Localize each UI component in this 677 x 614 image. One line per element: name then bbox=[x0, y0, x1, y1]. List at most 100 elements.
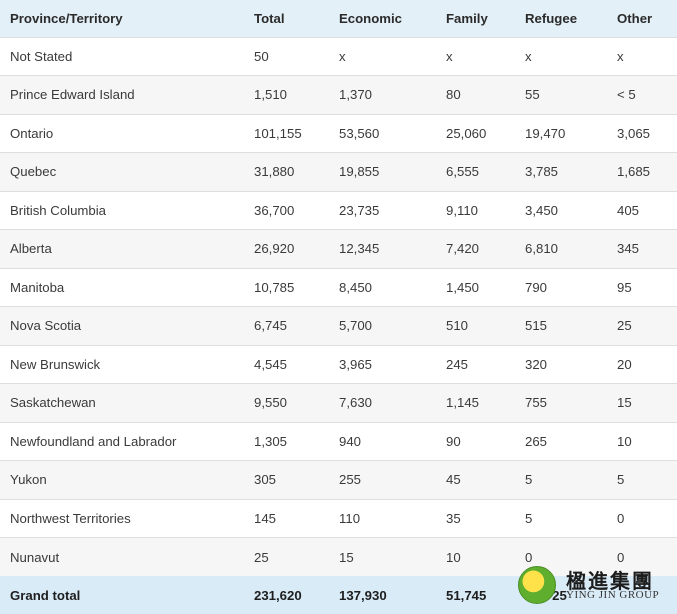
cell-province: Nova Scotia bbox=[10, 318, 82, 334]
cell-total: 26,920 bbox=[254, 241, 295, 257]
cell-family: 510 bbox=[446, 318, 469, 334]
cell-province: Northwest Territories bbox=[10, 510, 131, 526]
ying-jin-logo-icon bbox=[518, 566, 556, 604]
watermark-chinese-text: 楹進集團 bbox=[566, 569, 654, 593]
table-row: Yukon 305 255 45 5 5 bbox=[0, 460, 677, 499]
cell-refugee: x bbox=[525, 48, 532, 64]
table-row: Prince Edward Island 1,510 1,370 80 55 < 5 bbox=[0, 75, 677, 114]
grand-total-total: 231,620 bbox=[254, 587, 302, 603]
cell-other: 3,065 bbox=[617, 125, 651, 141]
cell-economic: 1,370 bbox=[339, 87, 373, 103]
cell-family: 7,420 bbox=[446, 241, 480, 257]
cell-family: 90 bbox=[446, 433, 461, 449]
table-body: Not Stated 50 x x x x Prince Edward Island 1,51… bbox=[0, 37, 677, 576]
table-row: Newfoundland and Labrador 1,305 940 90 265 10 bbox=[0, 422, 677, 461]
cell-refugee: 755 bbox=[525, 395, 548, 411]
cell-refugee: 19,470 bbox=[525, 125, 566, 141]
cell-province: Alberta bbox=[10, 241, 52, 257]
cell-refugee: 6,810 bbox=[525, 241, 559, 257]
cell-family: 25,060 bbox=[446, 125, 487, 141]
cell-economic: 15 bbox=[339, 549, 354, 565]
cell-other: 405 bbox=[617, 202, 640, 218]
cell-province: Manitoba bbox=[10, 279, 65, 295]
table-row: British Columbia 36,700 23,735 9,110 3,450 40… bbox=[0, 191, 677, 230]
cell-total: 36,700 bbox=[254, 202, 295, 218]
cell-total: 9,550 bbox=[254, 395, 288, 411]
cell-economic: 110 bbox=[339, 510, 361, 526]
cell-total: 4,545 bbox=[254, 356, 288, 372]
cell-total: 31,880 bbox=[254, 164, 295, 180]
table-row: New Brunswick 4,545 3,965 245 320 20 bbox=[0, 345, 677, 384]
cell-economic: 940 bbox=[339, 433, 362, 449]
cell-total: 1,510 bbox=[254, 87, 288, 103]
table-row: Nunavut 25 15 10 0 0 bbox=[0, 537, 677, 576]
table-row: Ontario 101,155 53,560 25,060 19,470 3,065 bbox=[0, 114, 677, 153]
cell-province: British Columbia bbox=[10, 202, 107, 218]
table-row: Alberta 26,920 12,345 7,420 6,810 345 bbox=[0, 229, 677, 268]
header-economic: Economic bbox=[339, 10, 403, 26]
cell-refugee: 320 bbox=[525, 356, 548, 372]
cell-family: 245 bbox=[446, 356, 469, 372]
header-other: Other bbox=[617, 10, 653, 26]
cell-economic: 8,450 bbox=[339, 279, 373, 295]
table-header-row: Province/Territory Total Economic Family… bbox=[0, 0, 677, 37]
table-row: Not Stated 50 x x x x bbox=[0, 37, 677, 76]
cell-economic: 3,965 bbox=[339, 356, 373, 372]
cell-family: 10 bbox=[446, 549, 461, 565]
header-total: Total bbox=[254, 10, 285, 26]
cell-province: Ontario bbox=[10, 125, 54, 141]
cell-total: 10,785 bbox=[254, 279, 295, 295]
cell-economic: 7,630 bbox=[339, 395, 373, 411]
cell-other: 1,685 bbox=[617, 164, 651, 180]
table-row: Manitoba 10,785 8,450 1,450 790 95 bbox=[0, 268, 677, 307]
cell-other: 0 bbox=[617, 549, 625, 565]
cell-economic: 19,855 bbox=[339, 164, 380, 180]
cell-refugee: 55 bbox=[525, 87, 540, 103]
cell-family: 35 bbox=[446, 510, 461, 526]
grand-total-family: 51,745 bbox=[446, 587, 487, 603]
table-row: Nova Scotia 6,745 5,700 510 515 25 bbox=[0, 306, 677, 345]
cell-family: 1,145 bbox=[446, 395, 480, 411]
cell-refugee: 0 bbox=[525, 549, 533, 565]
cell-province: Not Stated bbox=[10, 48, 73, 64]
table-row: Quebec 31,880 19,855 6,555 3,785 1,685 bbox=[0, 152, 677, 191]
cell-refugee: 265 bbox=[525, 433, 548, 449]
watermark-logo: 楹進集團 YING JIN GROUP bbox=[514, 565, 674, 605]
cell-refugee: 790 bbox=[525, 279, 548, 295]
table-row: Saskatchewan 9,550 7,630 1,145 755 15 bbox=[0, 383, 677, 422]
cell-province: Yukon bbox=[10, 472, 47, 488]
cell-other: 25 bbox=[617, 318, 632, 334]
grand-total-economic: 137,930 bbox=[339, 587, 387, 603]
grand-total-row: Grand total 231,620 137,930 51,745 3?,?2… bbox=[0, 576, 677, 614]
header-family: Family bbox=[446, 10, 488, 26]
cell-refugee: 5 bbox=[525, 510, 533, 526]
header-refugee: Refugee bbox=[525, 10, 578, 26]
cell-other: 10 bbox=[617, 433, 632, 449]
cell-province: Saskatchewan bbox=[10, 395, 96, 411]
cell-total: 50 bbox=[254, 48, 269, 64]
cell-province: Newfoundland and Labrador bbox=[10, 433, 177, 449]
cell-province: Prince Edward Island bbox=[10, 87, 135, 103]
watermark-english-text: YING JIN GROUP bbox=[566, 589, 660, 601]
header-province: Province/Territory bbox=[10, 10, 123, 26]
cell-province: Nunavut bbox=[10, 549, 60, 565]
cell-total: 6,745 bbox=[254, 318, 288, 334]
cell-family: x bbox=[446, 48, 453, 64]
cell-other: 20 bbox=[617, 356, 632, 372]
cell-other: < 5 bbox=[617, 87, 636, 103]
cell-other: 345 bbox=[617, 241, 640, 257]
cell-family: 80 bbox=[446, 87, 461, 103]
cell-refugee: 5 bbox=[525, 472, 533, 488]
cell-economic: 255 bbox=[339, 472, 362, 488]
cell-other: 5 bbox=[617, 472, 625, 488]
cell-total: 1,305 bbox=[254, 433, 288, 449]
cell-economic: x bbox=[339, 48, 346, 64]
cell-province: Quebec bbox=[10, 164, 57, 180]
cell-economic: 12,345 bbox=[339, 241, 380, 257]
cell-total: 101,155 bbox=[254, 125, 302, 141]
cell-other: 15 bbox=[617, 395, 632, 411]
cell-other: x bbox=[617, 48, 624, 64]
table-row: Northwest Territories 145 110 35 5 0 bbox=[0, 499, 677, 538]
cell-family: 9,110 bbox=[446, 202, 479, 218]
